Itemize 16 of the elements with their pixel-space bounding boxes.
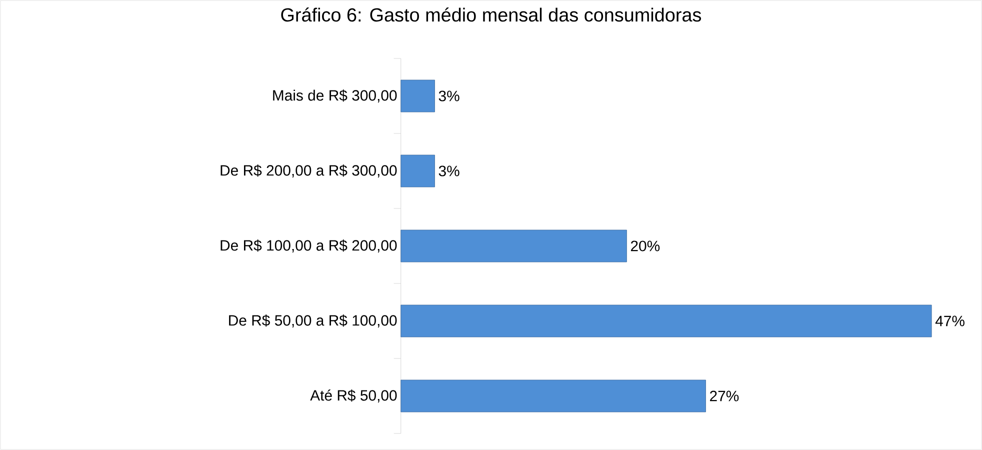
chart-title: Gráfico 6: Gasto médio mensal das consumidoras bbox=[281, 8, 702, 22]
data-label: 3% bbox=[438, 166, 460, 176]
data-label: 20% bbox=[630, 240, 660, 252]
y-tick-label: Até R$ 50,00 bbox=[310, 390, 397, 402]
data-label: 27% bbox=[710, 390, 739, 402]
y-tick-label: De R$ 200,00 a R$ 300,00 bbox=[220, 164, 397, 178]
bar bbox=[400, 230, 627, 262]
data-label: 3% bbox=[438, 90, 460, 102]
y-tick-label: Mais de R$ 300,00 bbox=[273, 90, 397, 102]
y-tick-label: De R$ 100,00 a R$ 200,00 bbox=[220, 240, 397, 252]
bar bbox=[400, 154, 435, 188]
data-label: 47% bbox=[935, 316, 964, 326]
bar bbox=[400, 380, 706, 412]
y-tick-label: De R$ 50,00 a R$ 100,00 bbox=[229, 314, 397, 328]
bar bbox=[400, 80, 435, 112]
bar bbox=[400, 304, 932, 338]
